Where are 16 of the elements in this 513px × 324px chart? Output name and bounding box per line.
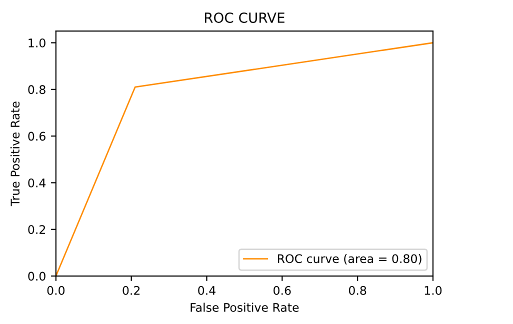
x-tick-label: 0.4	[198, 286, 216, 295]
x-tick-label: 0.8	[348, 286, 366, 295]
x-tick-label: 0.0	[47, 286, 65, 295]
y-tick-label: 1.0	[28, 38, 46, 48]
y-tick-label: 0.2	[28, 225, 46, 234]
y-axis-title: True Positive Rate	[10, 102, 20, 206]
y-tick-label: 0.6	[28, 132, 46, 141]
x-tick-label: 0.6	[274, 286, 291, 295]
y-tick-label: 0.4	[28, 178, 46, 188]
legend-label: ROC curve (area = 0.80)	[278, 254, 422, 265]
x-tick-label: 0.2	[122, 286, 140, 295]
x-tick-label: 1.0	[424, 286, 442, 295]
chart-title: ROC CURVE	[204, 12, 284, 23]
y-tick-label: 0.8	[28, 85, 46, 94]
x-axis-title: False Positive Rate	[190, 302, 299, 312]
y-tick-label: 0.0	[28, 272, 46, 281]
